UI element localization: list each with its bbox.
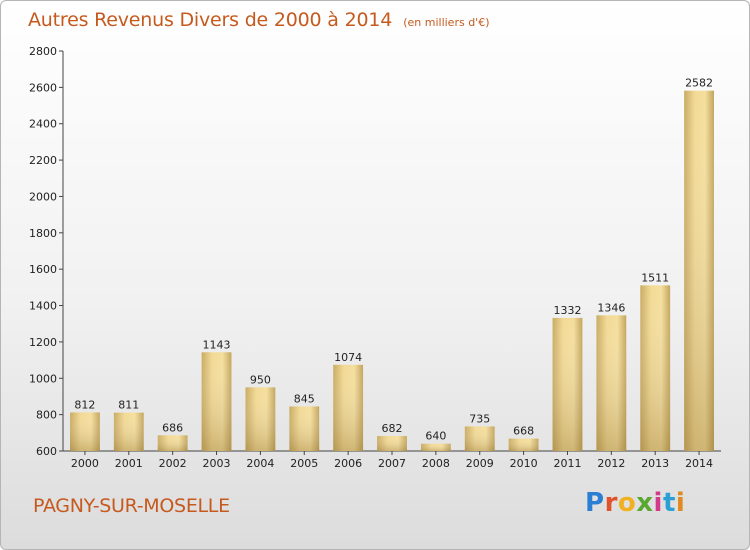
data-label: 1074 [334,351,362,364]
data-label: 735 [469,412,490,425]
data-label: 811 [118,399,139,412]
bar-shade [333,364,364,451]
y-tick-label: 1400 [29,300,57,313]
bar-shade [113,412,144,451]
bar-shade [245,387,276,451]
data-label: 845 [294,392,315,405]
logo-letter: i [675,488,686,518]
x-tick-label: 2001 [115,457,143,470]
title-row: Autres Revenus Divers de 2000 à 2014 (en… [28,9,490,31]
bar-shade [70,412,100,451]
logo-letter: i [653,488,663,518]
data-label: 1346 [597,301,625,314]
logo-letter: t [662,488,676,518]
x-tick-label: 2000 [71,457,99,470]
bar-shade [420,443,451,451]
y-tick-label: 1600 [29,263,57,276]
logo-letter: P [585,488,605,518]
y-tick-label: 1200 [29,336,57,349]
bar-shade [552,317,583,451]
x-tick-label: 2012 [597,457,625,470]
x-tick-label: 2002 [159,457,187,470]
logo-letter: x [636,488,654,518]
bar-shade [157,435,188,451]
bar-shade [684,90,714,452]
x-tick-label: 2009 [466,457,494,470]
chart-title: Autres Revenus Divers de 2000 à 2014 [28,9,393,31]
chart-unit: (en milliers d'€) [403,16,490,29]
data-label: 686 [162,421,183,434]
x-tick-label: 2005 [290,457,318,470]
bar-shade [508,438,539,451]
bar-shade [289,406,320,451]
bar-shade [596,315,627,451]
x-tick-label: 2010 [510,457,538,470]
bars-group [70,90,714,452]
y-tick-label: 2200 [29,154,57,167]
y-tick-label: 1000 [29,372,57,385]
data-label: 1511 [641,271,669,284]
bar-shade [464,426,495,451]
bar-shade [377,436,407,451]
bar-shade [640,285,671,451]
logo-letter: r [604,488,618,518]
data-label: 2582 [685,77,713,90]
x-tick-label: 2004 [246,457,274,470]
data-label: 1143 [203,338,231,351]
data-label: 950 [250,373,271,386]
data-label: 1332 [553,304,581,317]
labels-group: 812 811 686 1143 950 845 1074 682 640 735 668 1332 1… [74,77,713,443]
data-label: 812 [74,398,95,411]
x-tick-label: 2007 [378,457,406,470]
y-tick-label: 800 [36,409,57,422]
x-tick-label: 2003 [203,457,231,470]
x-tick-label: 2008 [422,457,450,470]
y-tick-label: 1800 [29,227,57,240]
y-tick-label: 2400 [29,118,57,131]
x-tick-label: 2006 [334,457,362,470]
x-tick-label: 2013 [641,457,669,470]
proxiti-logo[interactable]: Proxiti [585,488,685,518]
y-tick-label: 2800 [29,45,57,58]
y-tick-label: 2600 [29,81,57,94]
data-label: 668 [513,425,534,438]
commune-name: PAGNY-SUR-MOSELLE [33,495,230,517]
data-label: 640 [425,430,446,443]
logo-letter: o [617,488,637,518]
x-tick-label: 2011 [553,457,581,470]
x-tick-label: 2014 [685,457,713,470]
bar-shade [201,352,232,451]
y-tick-label: 2000 [29,190,57,203]
data-label: 682 [382,422,403,435]
y-tick-label: 600 [36,445,57,458]
